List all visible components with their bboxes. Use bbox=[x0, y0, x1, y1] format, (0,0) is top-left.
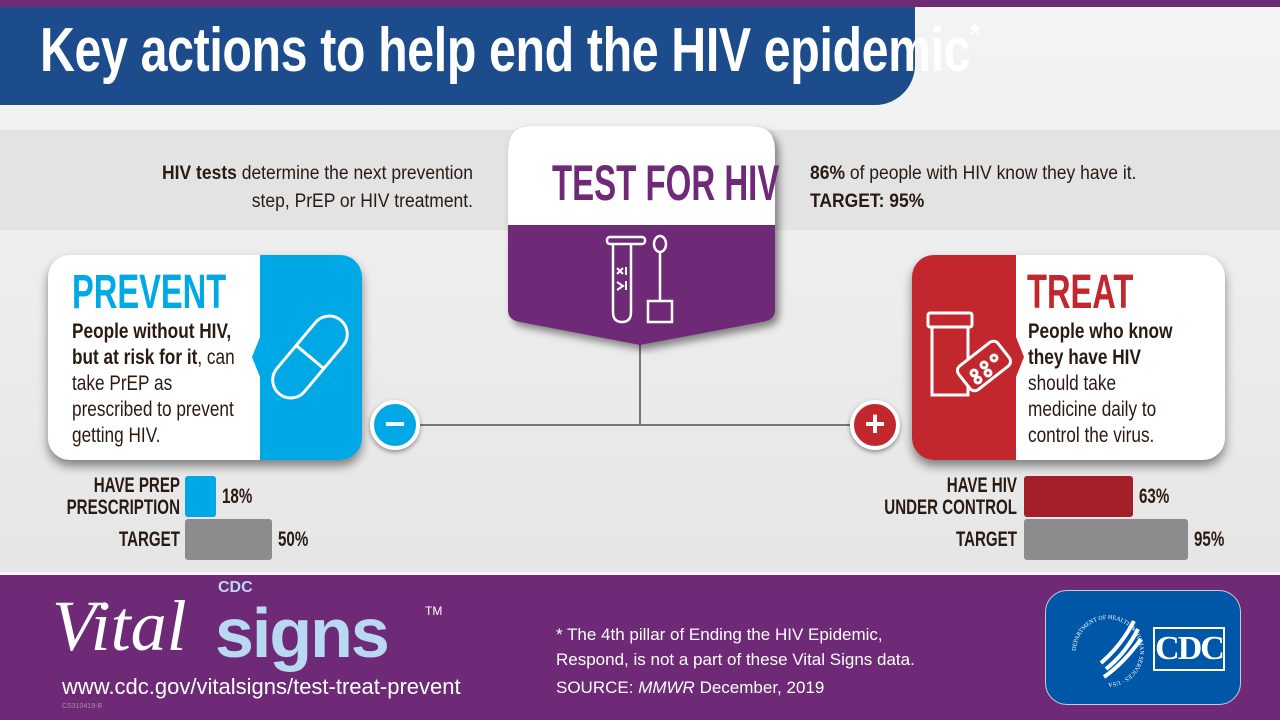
bar-label-line: TARGET bbox=[118, 528, 180, 551]
prevent-blue-panel bbox=[252, 255, 362, 460]
bar-label: TARGET bbox=[36, 529, 180, 551]
pill-bottle-icon bbox=[926, 311, 1013, 397]
treat-red-panel bbox=[912, 255, 1024, 460]
plus-icon: + bbox=[850, 400, 900, 450]
bar-label: HAVE HIV UNDER CONTROL bbox=[873, 475, 1017, 519]
treat-text: People who know they have HIV should tak… bbox=[1028, 320, 1173, 447]
bar-label-line: PRESCRIPTION bbox=[66, 496, 180, 519]
bar bbox=[1024, 476, 1133, 517]
test-card bbox=[508, 126, 775, 345]
test-description: HIV tests determine the next prevention … bbox=[162, 163, 473, 212]
note-line-2: Respond, is not a part of these Vital Si… bbox=[556, 650, 915, 669]
bar-value-label: 50% bbox=[277, 528, 308, 551]
connector-vertical bbox=[639, 340, 641, 426]
top-strip bbox=[0, 0, 1280, 7]
bar-value-label: 18% bbox=[222, 485, 253, 508]
prevent-heading: PREVENT bbox=[72, 266, 227, 319]
bar-label: TARGET bbox=[873, 529, 1017, 551]
test-tube-and-swab-icon bbox=[605, 234, 674, 324]
bar bbox=[185, 476, 217, 517]
test-stat: 86% of people with HIV know they have it… bbox=[810, 163, 1137, 212]
bar bbox=[1024, 519, 1189, 560]
brand-cdc: CDC bbox=[218, 579, 253, 596]
brand-tm: TM bbox=[425, 604, 443, 618]
footer-note: * The 4th pillar of Ending the HIV Epide… bbox=[556, 622, 915, 700]
bar bbox=[185, 519, 272, 560]
bar-label-line: UNDER CONTROL bbox=[884, 496, 1017, 519]
bar-label-line: HAVE PREP bbox=[93, 474, 180, 497]
test-heading: TEST FOR HIV bbox=[552, 155, 780, 211]
hhs-seal-icon: DEPARTMENT OF HEALTH & HUMAN SERVICES · … bbox=[1072, 615, 1144, 687]
treat-heading: TREAT bbox=[1027, 266, 1134, 319]
page-title: Key actions to help end the HIV epidemic… bbox=[40, 16, 980, 85]
cdc-logo-text: CDC bbox=[1153, 627, 1225, 671]
footer-url[interactable]: www.cdc.gov/vitalsigns/test-treat-preven… bbox=[62, 674, 461, 699]
note-line-1: * The 4th pillar of Ending the HIV Epide… bbox=[556, 625, 883, 644]
pill-capsule-icon bbox=[271, 314, 349, 400]
bar-label-line: TARGET bbox=[955, 528, 1017, 551]
brand-signs: signs bbox=[215, 594, 390, 672]
prevent-text: People without HIV, but at risk for it, … bbox=[72, 320, 235, 447]
footer-code: CS310419-B bbox=[62, 703, 103, 710]
bar-label: HAVE PREP PRESCRIPTION bbox=[36, 475, 180, 519]
treat-card: TREAT People who know they have HIV shou… bbox=[912, 255, 1225, 460]
bar-label-line: HAVE HIV bbox=[946, 474, 1017, 497]
brand-vital: Vital bbox=[52, 586, 187, 666]
title-banner bbox=[0, 7, 915, 105]
bar-value-label: 95% bbox=[1194, 528, 1225, 551]
minus-icon: − bbox=[370, 400, 420, 450]
connector-horizontal bbox=[420, 424, 852, 426]
bar-value-label: 63% bbox=[1138, 485, 1170, 508]
source: SOURCE: MMWR December, 2019 bbox=[556, 678, 825, 697]
prevent-card: PREVENT People without HIV, but at risk … bbox=[48, 255, 362, 460]
cdc-hhs-logo: DEPARTMENT OF HEALTH & HUMAN SERVICES · … bbox=[1045, 590, 1241, 705]
